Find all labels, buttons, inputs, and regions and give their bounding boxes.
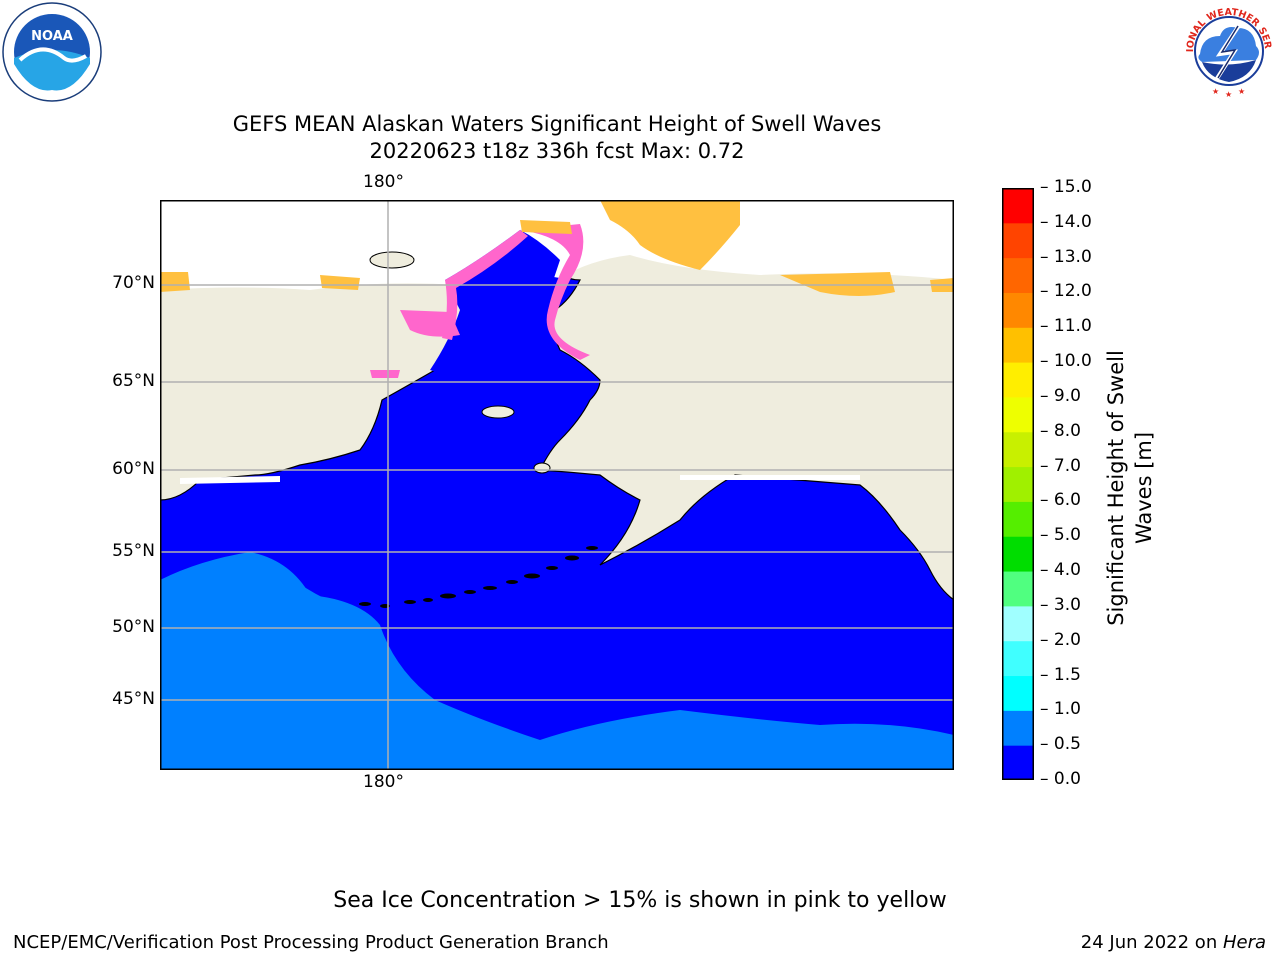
noaa-text: NOAA xyxy=(31,29,73,44)
colorbar-label-wrap: Significant Height of Swell Waves [m] xyxy=(1101,288,1161,688)
chart-subtitle: 20220623 t18z 336h fcst Max: 0.72 xyxy=(369,139,745,163)
colorbar-segment xyxy=(1002,571,1034,607)
colorbar-tick-label: – 9.0 xyxy=(1040,385,1081,406)
colorbar xyxy=(1002,188,1034,781)
colorbar-label-line2: Waves [m] xyxy=(1132,432,1156,544)
colorbar-tick-label: – 6.0 xyxy=(1040,490,1081,511)
sea-ice-high xyxy=(600,200,740,270)
colorbar-tick-label: – 13.0 xyxy=(1040,246,1092,267)
colorbar-tick-label: – 14.0 xyxy=(1040,211,1092,232)
footer-right: 24 Jun 2022 on Hera xyxy=(1081,932,1266,953)
map-svg xyxy=(159,199,955,770)
colorbar-tick-label: – 8.0 xyxy=(1040,420,1081,441)
gridlines xyxy=(160,200,954,770)
colorbar-segment xyxy=(1002,222,1034,259)
colorbar-segment xyxy=(1002,362,1034,398)
lat-label-45: 45°N xyxy=(112,689,155,709)
colorbar-tick-label: – 1.0 xyxy=(1040,699,1081,720)
colorbar-segment xyxy=(1002,675,1034,711)
colorbar-segment xyxy=(1002,710,1034,746)
colorbar-segment xyxy=(1002,431,1034,468)
colorbar-segment xyxy=(1002,396,1034,433)
colorbar-segment xyxy=(1002,501,1034,537)
colorbar-segment xyxy=(1002,640,1034,677)
colorbar-frame xyxy=(1002,188,1034,780)
map-frame xyxy=(160,200,954,770)
colorbar-segment xyxy=(1002,292,1034,328)
colorbar-tick-label: – 12.0 xyxy=(1040,281,1092,302)
sea-ice-note: Sea Ice Concentration > 15% is shown in … xyxy=(333,888,947,913)
colorbar-tick-label: – 1.5 xyxy=(1040,664,1081,685)
colorbar-tick-label: – 4.0 xyxy=(1040,560,1081,581)
lat-label-65: 65°N xyxy=(112,371,155,391)
colorbar-tick-label: – 3.0 xyxy=(1040,594,1081,615)
footer-machine: Hera xyxy=(1222,932,1266,953)
lat-label-60: 60°N xyxy=(112,459,155,479)
lon-label-top: 180° xyxy=(363,172,404,192)
map-panel xyxy=(159,199,955,770)
footer-date: 24 Jun 2022 on xyxy=(1080,932,1223,953)
colorbar-tick-label: – 7.0 xyxy=(1040,455,1081,476)
colorbar-label-line1: Significant Height of Swell xyxy=(1104,350,1128,626)
colorbar-tick-label: – 0.0 xyxy=(1040,769,1081,789)
svg-text:★: ★ xyxy=(1238,87,1245,96)
colorbar-segment xyxy=(1002,536,1034,572)
colorbar-segment xyxy=(1002,745,1034,781)
colorbar-tick-label: – 0.5 xyxy=(1040,734,1081,755)
aleutian-islands xyxy=(359,546,598,608)
chart-title: GEFS MEAN Alaskan Waters Significant Hei… xyxy=(232,112,882,136)
svg-text:★: ★ xyxy=(1225,90,1232,99)
colorbar-segment xyxy=(1002,466,1034,502)
colorbar-tick-label: – 2.0 xyxy=(1040,629,1081,650)
svg-text:★: ★ xyxy=(1212,87,1219,96)
colorbar-tick-label: – 10.0 xyxy=(1040,351,1092,372)
colorbar-tick-label: – 11.0 xyxy=(1040,316,1092,337)
lat-label-50: 50°N xyxy=(112,617,155,637)
lat-label-55: 55°N xyxy=(112,541,155,561)
footer-left: NCEP/EMC/Verification Post Processing Pr… xyxy=(13,932,609,953)
colorbar-segment xyxy=(1002,327,1034,363)
colorbar-segment xyxy=(1002,188,1034,224)
noaa-logo: NOAA xyxy=(2,2,102,102)
colorbar-ticks: – 0.0 – 0.5 – 1.0 – 1.5 – 2.0 – 3.0 – 4.0 – 5.0… xyxy=(1040,177,1100,789)
colorbar-segment xyxy=(1002,257,1034,293)
arctic-ocean xyxy=(160,200,954,290)
lat-label-70: 70°N xyxy=(112,273,155,293)
colorbar-tick-label: – 5.0 xyxy=(1040,525,1081,546)
colorbar-svg xyxy=(1002,188,1034,781)
chukchi-sea xyxy=(430,230,560,377)
colorbar-tick-label: – 15.0 xyxy=(1040,177,1092,197)
colorbar-segment xyxy=(1002,605,1034,642)
nws-logo: NATIONAL WEATHER SERVICE ★★★ xyxy=(1176,0,1278,100)
lon-label-bottom: 180° xyxy=(363,772,404,792)
